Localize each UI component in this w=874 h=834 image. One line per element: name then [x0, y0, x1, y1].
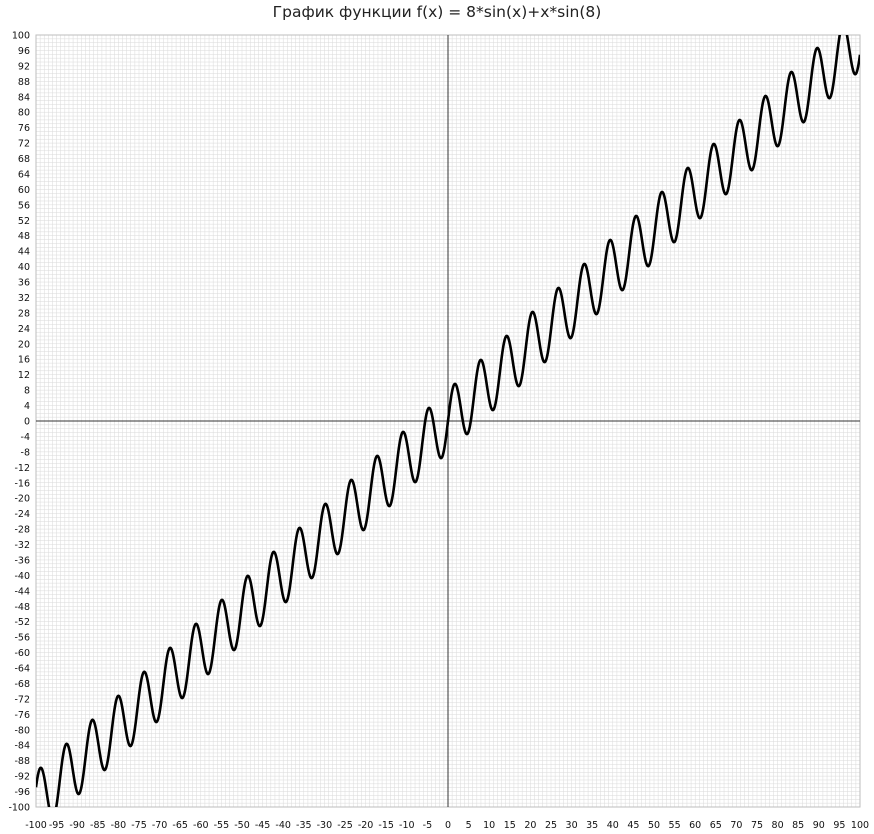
y-tick-label: 72	[18, 139, 30, 150]
y-tick-label: -60	[14, 648, 30, 659]
x-tick-label: -40	[275, 820, 291, 831]
y-tick-label: -8	[21, 447, 30, 458]
y-tick-label: 68	[18, 154, 30, 165]
y-tick-label: -96	[14, 787, 30, 798]
x-tick-label: -80	[111, 820, 127, 831]
y-tick-label: -12	[14, 463, 30, 474]
y-tick-label: 84	[18, 92, 30, 103]
y-tick-label: 48	[18, 231, 30, 242]
y-tick-label: 0	[24, 417, 30, 428]
y-tick-label: -56	[14, 633, 30, 644]
x-tick-label: 70	[730, 820, 742, 831]
x-tick-label: 30	[566, 820, 578, 831]
function-curve	[36, 35, 860, 807]
x-tick-label: -75	[131, 820, 147, 831]
y-tick-label: 44	[18, 247, 30, 258]
y-tick-label: 40	[18, 262, 30, 273]
x-tick-label: 65	[710, 820, 722, 831]
x-tick-label: 95	[833, 820, 845, 831]
y-tick-label: -44	[14, 586, 30, 597]
y-tick-label: 12	[18, 370, 30, 381]
x-tick-label: -10	[399, 820, 415, 831]
x-tick-label: -30	[317, 820, 333, 831]
x-tick-label: 0	[445, 820, 451, 831]
y-tick-label: 60	[18, 185, 30, 196]
y-tick-label: -28	[14, 525, 30, 536]
chart-title: График функции f(x) = 8*sin(x)+x*sin(8)	[272, 3, 602, 21]
y-tick-label: 56	[18, 200, 30, 211]
y-tick-label: 100	[12, 31, 30, 42]
y-tick-label: -52	[14, 617, 30, 628]
y-tick-label: -36	[14, 555, 30, 566]
x-tick-label: -85	[90, 820, 106, 831]
x-tick-label: -15	[378, 820, 394, 831]
y-tick-label: -4	[21, 432, 30, 443]
x-tick-label: 10	[483, 820, 495, 831]
x-tick-label: 5	[466, 820, 472, 831]
y-tick-label: 80	[18, 108, 30, 119]
y-tick-label: -48	[14, 602, 30, 613]
x-tick-label: -100	[25, 820, 47, 831]
x-tick-label: -20	[358, 820, 374, 831]
y-tick-label: 32	[18, 293, 30, 304]
x-tick-label: 20	[524, 820, 536, 831]
y-tick-label: 8	[24, 386, 30, 397]
y-tick-labels: -100-96-92-88-84-80-76-72-68-64-60-56-52…	[8, 31, 30, 814]
x-tick-labels: -100 -95 -90 -85 -80 -75 -70 -65 -60 -55 -50 -45 -40…	[25, 820, 869, 831]
y-tick-label: 64	[18, 169, 30, 180]
x-tick-label: 45	[627, 820, 639, 831]
y-tick-label: -24	[14, 509, 30, 520]
x-tick-label: 55	[669, 820, 681, 831]
y-tick-label: -20	[14, 494, 30, 505]
x-tick-label: 80	[772, 820, 784, 831]
x-tick-label: -35	[296, 820, 312, 831]
x-tick-label: -95	[49, 820, 65, 831]
y-tick-label: -88	[14, 756, 30, 767]
x-tick-label: -55	[214, 820, 230, 831]
y-tick-label: -76	[14, 710, 30, 721]
x-tick-label: -65	[172, 820, 188, 831]
x-tick-label: 90	[813, 820, 825, 831]
x-tick-label: -50	[234, 820, 250, 831]
y-tick-label: -32	[14, 540, 30, 551]
y-tick-label: -68	[14, 679, 30, 690]
y-tick-label: 96	[18, 46, 30, 57]
x-tick-label: 75	[751, 820, 763, 831]
y-tick-label: -92	[14, 772, 30, 783]
x-tick-label: 25	[545, 820, 557, 831]
y-tick-label: 4	[24, 401, 30, 412]
y-tick-label: 28	[18, 308, 30, 319]
y-tick-label: 92	[18, 61, 30, 72]
x-tick-label: -60	[193, 820, 209, 831]
y-tick-label: -80	[14, 725, 30, 736]
x-tick-label: 85	[792, 820, 804, 831]
y-tick-label: -72	[14, 694, 30, 705]
y-tick-label: 88	[18, 77, 30, 88]
x-tick-label: -70	[152, 820, 168, 831]
y-tick-label: 24	[18, 324, 30, 335]
y-tick-label: -100	[8, 803, 30, 814]
x-tick-label: -45	[255, 820, 271, 831]
x-tick-label: 100	[851, 820, 869, 831]
y-tick-label: -84	[14, 741, 30, 752]
y-tick-label: 76	[18, 123, 30, 134]
x-tick-label: 40	[607, 820, 619, 831]
x-tick-label: 60	[689, 820, 701, 831]
y-tick-label: 36	[18, 278, 30, 289]
x-tick-label: -25	[337, 820, 353, 831]
y-tick-label: -64	[14, 664, 30, 675]
y-tick-label: -16	[14, 478, 30, 489]
y-tick-label: 20	[18, 339, 30, 350]
x-tick-label: -5	[423, 820, 432, 831]
y-tick-label: 16	[18, 355, 30, 366]
y-tick-label: 52	[18, 216, 30, 227]
x-tick-label: -90	[69, 820, 85, 831]
x-tick-label: 35	[586, 820, 598, 831]
x-tick-label: 15	[504, 820, 516, 831]
curve-layer	[36, 35, 860, 807]
y-tick-label: -40	[14, 571, 30, 582]
x-tick-label: 50	[648, 820, 660, 831]
